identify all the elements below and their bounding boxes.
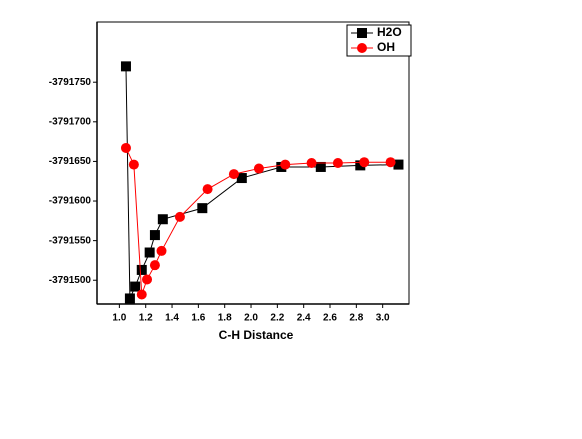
data-point — [355, 160, 366, 171]
data-point — [136, 289, 147, 300]
data-point — [144, 247, 155, 258]
data-point — [280, 159, 291, 170]
data-point — [393, 159, 404, 170]
x-tick-label: 1.0 — [112, 313, 126, 324]
legend-label: H2O — [377, 25, 402, 39]
data-point — [228, 169, 239, 180]
legend-marker — [357, 28, 367, 38]
data-point — [174, 211, 185, 222]
x-axis-title: C-H Distance — [219, 328, 294, 342]
data-point — [306, 158, 317, 168]
x-tick-label: 2.8 — [349, 313, 363, 324]
legend-marker — [357, 43, 367, 53]
data-point — [197, 203, 208, 214]
data-point — [149, 230, 160, 241]
x-tick-label: 2.6 — [323, 313, 337, 324]
x-tick-label: 1.4 — [165, 313, 179, 324]
x-tick-label: 3.0 — [376, 313, 390, 324]
y-tick-label: -3791650 — [49, 156, 92, 167]
series-line — [125, 66, 399, 299]
data-point — [136, 264, 147, 275]
data-point — [202, 184, 213, 195]
data-point — [120, 61, 131, 72]
x-tick-label: 1.6 — [191, 313, 205, 324]
data-point — [130, 281, 141, 292]
x-tick-label: 1.2 — [139, 313, 153, 324]
data-point — [253, 163, 264, 174]
x-tick-label: 2.4 — [297, 313, 311, 324]
legend-label: OH — [377, 40, 395, 54]
data-point — [315, 161, 326, 172]
data-point — [120, 142, 131, 153]
data-point — [149, 260, 160, 271]
y-tick-label: -3791750 — [49, 77, 92, 88]
data-point — [359, 157, 370, 168]
data-point — [385, 157, 396, 168]
data-point — [332, 158, 343, 168]
data-point — [128, 159, 139, 170]
x-tick-label: 2.2 — [270, 313, 284, 324]
x-tick-label: 2.0 — [244, 313, 258, 324]
y-tick-label: -3791600 — [49, 196, 92, 207]
y-tick-label: -3791550 — [49, 235, 92, 246]
data-point — [236, 173, 247, 184]
x-tick-label: 1.8 — [218, 313, 232, 324]
data-point — [142, 274, 153, 285]
data-point — [156, 245, 167, 256]
y-tick-label: -3791500 — [49, 275, 92, 286]
data-point — [157, 214, 168, 225]
y-tick-label: -3791700 — [49, 116, 92, 127]
data-point — [124, 293, 135, 304]
